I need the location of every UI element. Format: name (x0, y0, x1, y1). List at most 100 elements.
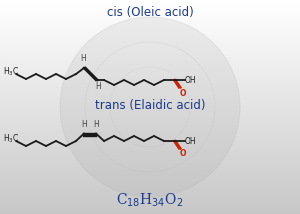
Bar (0, 197, 300, 198)
Bar (0, 29, 300, 30)
Text: OH: OH (185, 76, 196, 85)
Bar (0, 42, 300, 43)
Bar (0, 142, 300, 143)
Bar (0, 83, 300, 84)
Bar (0, 67, 300, 68)
Bar (0, 194, 300, 195)
Bar (0, 109, 300, 110)
Bar (0, 169, 300, 170)
Bar (0, 209, 300, 210)
Bar (0, 118, 300, 119)
Bar (0, 115, 300, 116)
Bar (0, 19, 300, 20)
Text: trans (Elaidic acid): trans (Elaidic acid) (95, 99, 205, 112)
Bar (0, 95, 300, 96)
Bar (0, 139, 300, 140)
Bar (0, 27, 300, 28)
Bar (0, 204, 300, 205)
Bar (0, 75, 300, 76)
Bar (0, 24, 300, 25)
Bar (0, 72, 300, 73)
Bar (0, 187, 300, 188)
Bar (0, 21, 300, 22)
Bar (0, 134, 300, 135)
Bar (0, 168, 300, 169)
Bar (0, 18, 300, 19)
Bar (0, 164, 300, 165)
Bar (0, 119, 300, 120)
Bar (0, 1, 300, 2)
Bar (0, 181, 300, 182)
Bar (0, 203, 300, 204)
Bar (0, 81, 300, 82)
Bar (0, 5, 300, 6)
Bar (0, 62, 300, 63)
Bar (0, 121, 300, 122)
Bar (0, 125, 300, 126)
Bar (0, 154, 300, 155)
Bar (0, 184, 300, 185)
Bar (0, 91, 300, 92)
Bar (0, 182, 300, 183)
Bar (0, 186, 300, 187)
Text: H: H (95, 82, 101, 91)
Bar (0, 9, 300, 10)
Bar (0, 40, 300, 41)
Bar (0, 50, 300, 51)
Bar (0, 30, 300, 31)
Bar (0, 65, 300, 66)
Bar (0, 191, 300, 192)
Bar (0, 183, 300, 184)
Bar (0, 7, 300, 8)
Bar (0, 44, 300, 45)
Bar (0, 153, 300, 154)
Bar (0, 144, 300, 145)
Bar (0, 172, 300, 173)
Bar (0, 145, 300, 146)
Bar (0, 185, 300, 186)
Bar (0, 39, 300, 40)
Bar (0, 173, 300, 174)
Bar (0, 101, 300, 102)
Bar (0, 106, 300, 107)
Bar (0, 78, 300, 79)
Text: H: H (80, 54, 86, 63)
Bar (0, 71, 300, 72)
Bar (0, 206, 300, 207)
Bar (0, 138, 300, 139)
Bar (0, 89, 300, 90)
Bar (0, 120, 300, 121)
Bar (0, 192, 300, 193)
Bar (0, 137, 300, 138)
Bar (0, 93, 300, 94)
Bar (0, 107, 300, 108)
Bar (0, 63, 300, 64)
Bar (0, 79, 300, 80)
Bar (0, 43, 300, 44)
Bar (0, 4, 300, 5)
Bar (0, 116, 300, 117)
Bar (0, 10, 300, 11)
Bar (0, 163, 300, 164)
Bar (0, 48, 300, 49)
Bar (0, 32, 300, 33)
Bar (0, 49, 300, 50)
Bar (0, 60, 300, 61)
Bar (0, 57, 300, 58)
Bar (0, 37, 300, 38)
Bar (0, 70, 300, 71)
Bar (0, 74, 300, 75)
Bar (0, 28, 300, 29)
Bar (0, 15, 300, 16)
Bar (0, 16, 300, 17)
Text: OH: OH (185, 137, 196, 146)
Bar (0, 160, 300, 161)
Bar (0, 174, 300, 175)
Bar (0, 69, 300, 70)
Bar (0, 90, 300, 91)
Text: O: O (180, 150, 187, 159)
Bar (0, 159, 300, 160)
Bar (0, 76, 300, 77)
Bar (0, 47, 300, 48)
Bar (0, 141, 300, 142)
